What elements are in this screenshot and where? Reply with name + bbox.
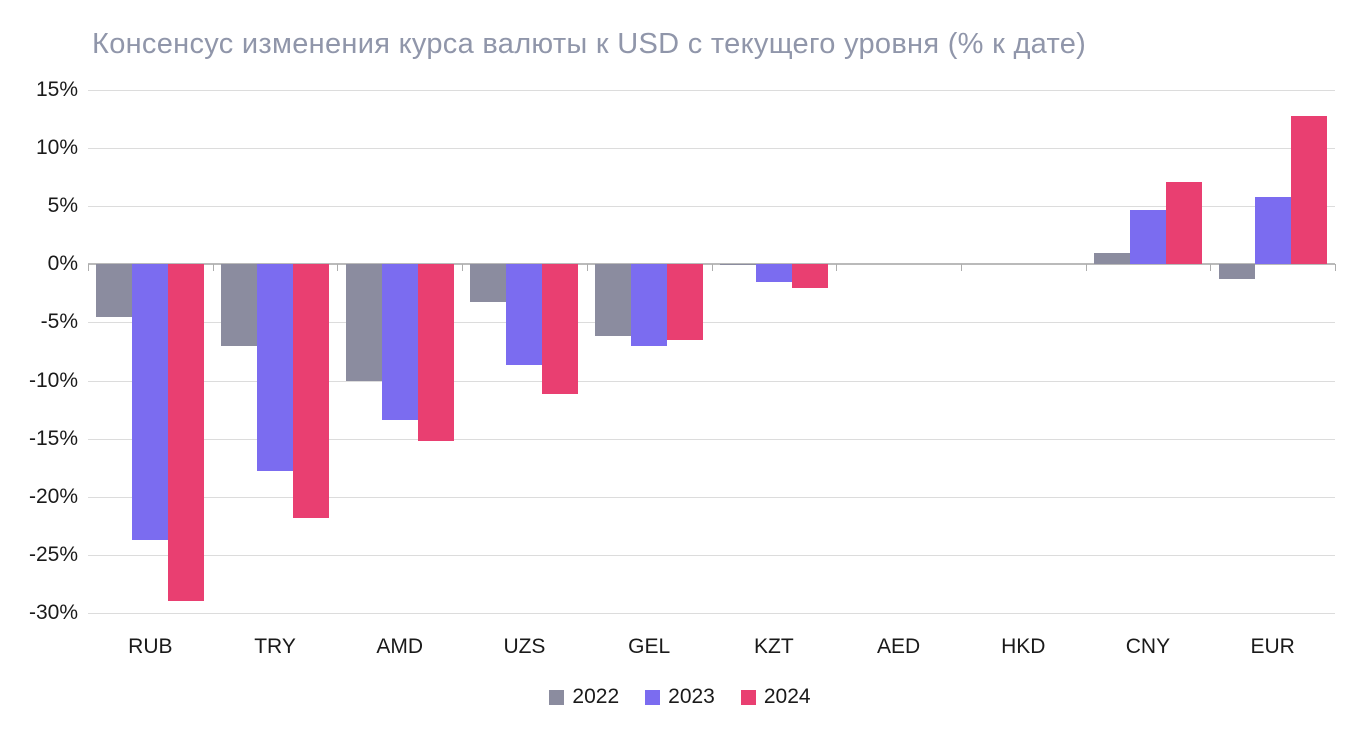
plot-area: RUB TRY AMD UZS GEL KZT AED HKD CNY EUR [88, 90, 1336, 658]
legend-item-2024: 2024 [740, 685, 811, 709]
legend: 2022 2023 2024 [0, 685, 1360, 709]
bar-2024-AMD [417, 264, 454, 441]
axis-tick [1085, 264, 1087, 272]
gridline-15 [88, 90, 1335, 91]
bar-2023-CNY [1129, 209, 1166, 265]
bar-2023-TRY [257, 264, 294, 472]
x-tick-label-HKD: HKD [1001, 635, 1046, 658]
bar-2022-GEL [595, 264, 632, 337]
x-tick-label-KZT: KZT [754, 635, 794, 658]
gridline-10 [88, 148, 1335, 150]
axis-tick [462, 264, 464, 272]
y-tick-label--25: -25% [28, 542, 78, 566]
y-tick-label--20: -20% [28, 484, 78, 508]
x-tick-label-CNY: CNY [1125, 635, 1171, 658]
bar-2024-KZT [791, 264, 828, 288]
bar-2024-CNY [1165, 181, 1202, 265]
gridline--20 [88, 496, 1335, 498]
x-tick-label-AMD: AMD [376, 635, 424, 658]
bar-2024-GEL [667, 264, 704, 340]
axis-tick [337, 264, 339, 272]
y-tick-label--15: -15% [28, 426, 78, 450]
bar-2023-RUB [132, 264, 169, 540]
axis-tick [711, 264, 713, 272]
bar-2023-EUR [1254, 196, 1291, 265]
x-tick-label-TRY: TRY [254, 635, 296, 658]
bar-2024-TRY [293, 264, 330, 518]
y-tick-label-15: 15% [35, 78, 78, 101]
legend-label-2022: 2022 [572, 685, 620, 708]
y-tick-label-5: 5% [47, 194, 78, 218]
y-tick-label-0: 0% [47, 252, 78, 276]
axis-tick [212, 264, 214, 272]
legend-swatch-2024 [740, 689, 756, 705]
legend-swatch-2023 [645, 689, 661, 705]
bar-2023-UZS [506, 264, 543, 366]
bar-2022-KZT [719, 264, 756, 266]
x-tick-label-UZS: UZS [503, 635, 546, 658]
bar-2023-KZT [755, 264, 792, 282]
gridline--25 [88, 554, 1335, 556]
bar-2024-RUB [168, 264, 205, 602]
gridline--10 [88, 380, 1335, 382]
bar-2023-AMD [381, 264, 418, 421]
x-tick-label-AED: AED [876, 635, 921, 658]
axis-tick [836, 264, 838, 272]
y-tick-label--30: -30% [28, 601, 78, 624]
bar-2022-RUB [96, 264, 133, 317]
chart-title: Консенсус изменения курса валюты к USD с… [92, 28, 1087, 60]
bar-2022-EUR [1218, 264, 1255, 280]
legend-item-2022: 2022 [549, 685, 619, 709]
y-tick-label--10: -10% [28, 368, 78, 392]
x-tick-label-EUR: EUR [1250, 635, 1295, 658]
axis-tick [586, 264, 588, 272]
bar-2022-TRY [221, 264, 258, 346]
gridline--5 [88, 322, 1335, 324]
legend-label-2024: 2024 [763, 685, 811, 708]
y-tick-label--5: -5% [40, 310, 78, 334]
x-tick-label-GEL: GEL [628, 635, 671, 658]
legend-item-2023: 2023 [645, 685, 715, 709]
axis-tick [960, 264, 962, 272]
axis-tick [1335, 264, 1336, 272]
bar-2022-UZS [470, 264, 507, 302]
gridline--15 [88, 438, 1335, 440]
bar-2022-AMD [345, 264, 382, 381]
axis-tick [1210, 264, 1212, 272]
bar-2024-EUR [1290, 115, 1327, 265]
y-tick-label-10: 10% [35, 136, 78, 160]
bar-2023-GEL [631, 264, 668, 346]
legend-swatch-2022 [549, 689, 565, 705]
gridline--30 [88, 613, 1335, 614]
x-tick-label-RUB: RUB [128, 635, 173, 658]
bar-2022-CNY [1093, 252, 1130, 265]
axis-tick [88, 264, 89, 272]
gridline-5 [88, 206, 1335, 208]
bar-2024-UZS [542, 264, 579, 395]
legend-label-2023: 2023 [668, 685, 715, 708]
